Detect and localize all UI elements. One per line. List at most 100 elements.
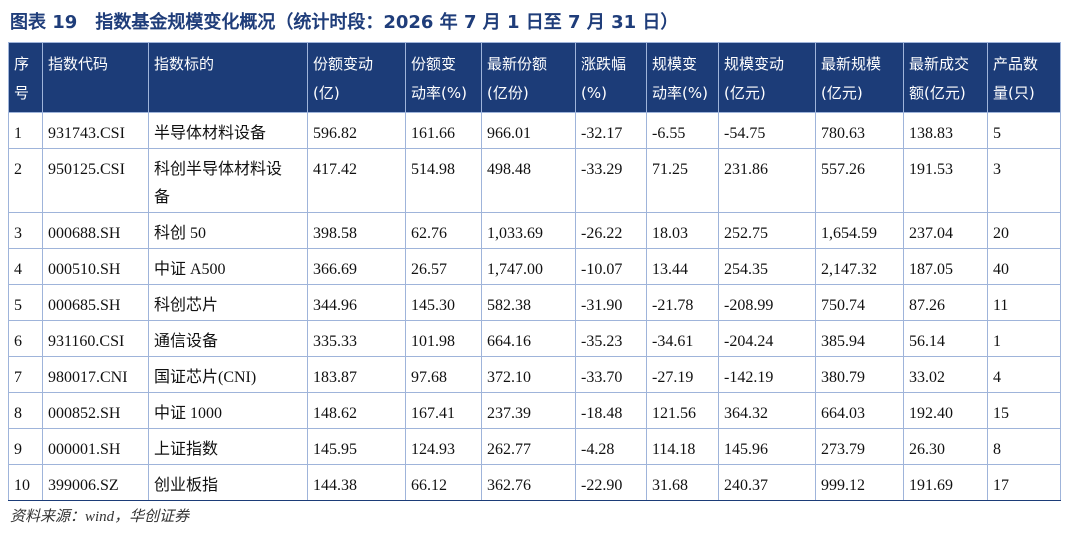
table-cell: 191.53	[903, 148, 988, 213]
table-cell: 183.87	[307, 356, 406, 393]
table-row: 5 000685.SH 科创芯片 344.96 145.30 582.38 -31.90 -2…	[8, 284, 1061, 321]
table-cell: 366.69	[307, 248, 406, 285]
table-cell: 101.98	[405, 320, 482, 357]
table-cell: 931160.CSI	[42, 320, 149, 357]
table-cell: -32.17	[575, 112, 647, 149]
table-cell: 5	[8, 284, 43, 321]
table-cell: 399006.SZ	[42, 464, 149, 501]
header-text: 涨跌幅	[581, 55, 627, 73]
table-cell: 97.68	[405, 356, 482, 393]
table-cell: -142.19	[718, 356, 816, 393]
header-text: 最新规模	[821, 55, 882, 73]
table-cell: 20	[987, 212, 1061, 249]
header-cell: 规模变 动率(%)	[646, 42, 719, 113]
table-cell: 上证指数	[148, 428, 308, 465]
table-cell: 557.26	[815, 148, 904, 213]
table-cell: 1,654.59	[815, 212, 904, 249]
table-cell: 231.86	[718, 148, 816, 213]
table-cell: 1,747.00	[481, 248, 576, 285]
table-cell: 262.77	[481, 428, 576, 465]
table-cell: 237.39	[481, 392, 576, 429]
header-text: 量(只)	[993, 84, 1035, 102]
table-cell: 33.02	[903, 356, 988, 393]
table-cell: -4.28	[575, 428, 647, 465]
table-cell: 56.14	[903, 320, 988, 357]
table-cell: 362.76	[481, 464, 576, 501]
table-cell: 124.93	[405, 428, 482, 465]
table-cell: 000852.SH	[42, 392, 149, 429]
table-cell: 11	[987, 284, 1061, 321]
table-cell: 31.68	[646, 464, 719, 501]
table-cell: 192.40	[903, 392, 988, 429]
table-cell: -26.22	[575, 212, 647, 249]
table-cell: 创业板指	[148, 464, 308, 501]
table-cell: 15	[987, 392, 1061, 429]
header-text: 最新份额	[487, 55, 548, 73]
table-cell: 187.05	[903, 248, 988, 285]
header-text: 动率(%)	[652, 84, 708, 102]
table-cell: 4	[987, 356, 1061, 393]
table-cell: -10.07	[575, 248, 647, 285]
table-row: 6 931160.CSI 通信设备 335.33 101.98 664.16 -35.23-…	[8, 320, 1061, 357]
table-cell: 8	[8, 392, 43, 429]
header-cell: 份额变动 (亿)	[307, 42, 406, 113]
table-cell: 3	[8, 212, 43, 249]
header-text: 指数标的	[154, 55, 215, 73]
table-cell: 13.44	[646, 248, 719, 285]
table-cell: 999.12	[815, 464, 904, 501]
header-text: 规模变动	[724, 55, 785, 73]
table-cell: 3	[987, 148, 1061, 213]
table-cell: 1	[987, 320, 1061, 357]
table-cell: -31.90	[575, 284, 647, 321]
table-cell: 252.75	[718, 212, 816, 249]
header-cell: 份额变 动率(%)	[405, 42, 482, 113]
header-text: (亿份)	[487, 84, 529, 102]
table-cell: 71.25	[646, 148, 719, 213]
table-cell: -6.55	[646, 112, 719, 149]
table-cell: -208.99	[718, 284, 816, 321]
table-cell: 931743.CSI	[42, 112, 149, 149]
table-cell: 000688.SH	[42, 212, 149, 249]
table-cell: 通信设备	[148, 320, 308, 357]
table-row: 1 931743.CSI 半导体材料设备 596.82 161.66 966.01 -32.…	[8, 112, 1061, 149]
table-cell: 中证 A500	[148, 248, 308, 285]
title: 图表 19 指数基金规模变化概况（统计时段：2026 年 7 月 1 日至 7 …	[10, 12, 679, 33]
table-cell: 364.32	[718, 392, 816, 429]
header-text: (亿元)	[821, 84, 863, 102]
table-cell: 750.74	[815, 284, 904, 321]
table-cell: 121.56	[646, 392, 719, 429]
table-cell: 000001.SH	[42, 428, 149, 465]
header-text: 份额变	[411, 55, 457, 73]
table-cell: 5	[987, 112, 1061, 149]
table-cell: 科创 50	[148, 212, 308, 249]
table-row: 9 000001.SH 上证指数 145.95 124.93 262.77 -4.28 114…	[8, 428, 1061, 465]
table-cell: 中证 1000	[148, 392, 308, 429]
header-cell: 规模变动 (亿元)	[718, 42, 816, 113]
header-cell: 指数代码	[42, 42, 149, 113]
table-cell: 273.79	[815, 428, 904, 465]
table-cell: 2,147.32	[815, 248, 904, 285]
header-text: 指数代码	[48, 55, 109, 73]
table-cell: 966.01	[481, 112, 576, 149]
table-cell: 科创芯片	[148, 284, 308, 321]
table-cell: 4	[8, 248, 43, 285]
table-cell: -27.19	[646, 356, 719, 393]
table-cell: -34.61	[646, 320, 719, 357]
table-cell: 87.26	[903, 284, 988, 321]
header-text: (亿)	[313, 84, 340, 102]
table-cell: 10	[8, 464, 43, 501]
table-cell: 596.82	[307, 112, 406, 149]
table-cell: 950125.CSI	[42, 148, 149, 213]
table-cell: 498.48	[481, 148, 576, 213]
table-cell: -204.24	[718, 320, 816, 357]
table-row: 8 000852.SH 中证 1000 148.62 167.41 237.39 -18.4…	[8, 392, 1061, 429]
table-row: 7 980017.CNI 国证芯片(CNI) 183.87 97.68 372.10 -33…	[8, 356, 1061, 393]
table-cell: -33.29	[575, 148, 647, 213]
table-cell: 237.04	[903, 212, 988, 249]
table-cell: 000510.SH	[42, 248, 149, 285]
table-cell: 9	[8, 428, 43, 465]
header-text: 序	[14, 55, 30, 73]
header-cell: 涨跌幅 (%)	[575, 42, 647, 113]
table-cell: 138.83	[903, 112, 988, 149]
header-text: 最新成交	[909, 55, 970, 73]
